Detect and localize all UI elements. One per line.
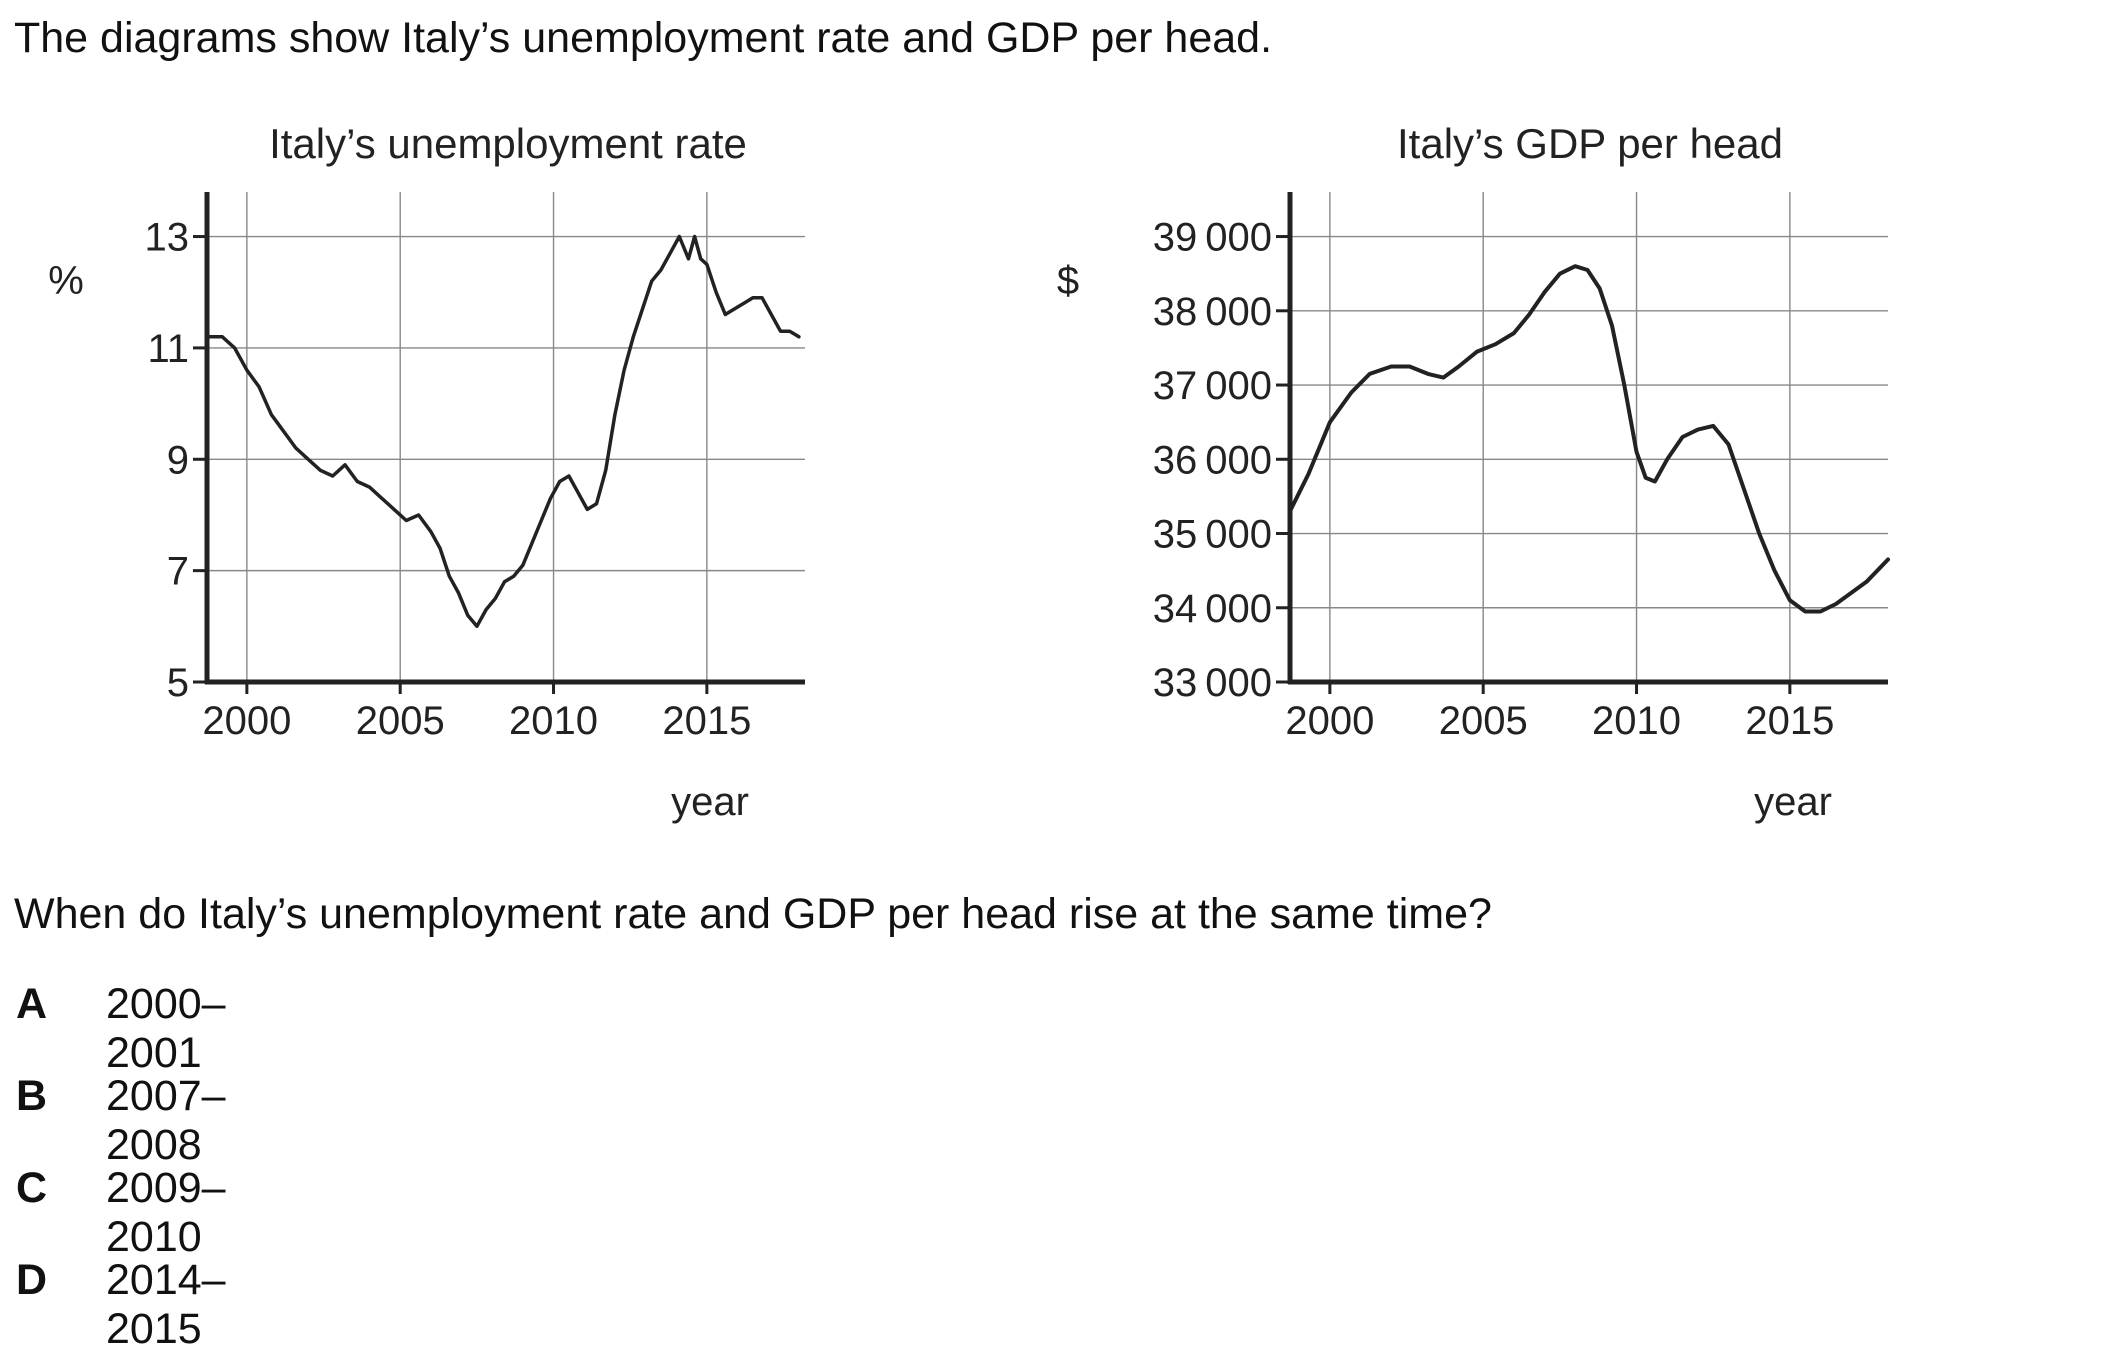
option-text: 2000–2001 <box>106 980 226 1077</box>
intro-text: The diagrams show Italy’s unemployment r… <box>14 14 1273 62</box>
y-tick-label: 5 <box>167 661 189 705</box>
y-axis-unit: $ <box>1057 259 1079 303</box>
y-tick-label: 11 <box>147 327 189 371</box>
unemployment-chart: 5 7 9 11 13 2000 2005 2010 2015 Italy’s unemploym… <box>48 120 805 824</box>
x-tick-label: 2005 <box>1439 699 1528 743</box>
option-letter: D <box>16 1256 48 1304</box>
y-tick-label: 37 000 <box>1153 364 1272 408</box>
x-tick-label: 2000 <box>1285 699 1374 743</box>
y-tick-label: 35 000 <box>1153 513 1272 557</box>
x-axis-label: year <box>671 780 749 824</box>
charts-canvas: 5 7 9 11 13 2000 2005 2010 2015 Italy’s unemploym… <box>48 120 1890 824</box>
y-tick-label: 9 <box>167 438 189 482</box>
x-tick-label: 2015 <box>1745 699 1834 743</box>
x-axis-label: year <box>1754 780 1832 824</box>
option-text: 2014–2015 <box>106 1256 226 1353</box>
option-letter: C <box>16 1164 48 1212</box>
x-tick-label: 2010 <box>1592 699 1681 743</box>
y-tick-label: 34 000 <box>1153 587 1272 631</box>
option-letter: A <box>16 980 48 1028</box>
y-tick-label: 13 <box>145 216 190 260</box>
gdp-chart: 33 000 34 000 35 000 36 000 37 000 38 000 39 0… <box>1057 120 1890 824</box>
y-axis-unit: % <box>48 259 84 303</box>
y-tick-label: 33 000 <box>1153 661 1272 705</box>
option-letter: B <box>16 1072 48 1120</box>
option-text: 2007–2008 <box>106 1072 226 1169</box>
series-line <box>1288 264 1890 614</box>
option-text: 2009–2010 <box>106 1164 226 1261</box>
x-tick-label: 2000 <box>202 699 291 743</box>
y-tick-label: 38 000 <box>1153 290 1272 334</box>
x-tick-label: 2005 <box>356 699 445 743</box>
chart-title: Italy’s GDP per head <box>1397 120 1783 167</box>
series-line <box>205 234 801 629</box>
chart-title: Italy’s unemployment rate <box>269 120 747 167</box>
y-tick-label: 36 000 <box>1153 438 1272 482</box>
question-text: When do Italy’s unemployment rate and GD… <box>14 890 1492 938</box>
x-tick-label: 2015 <box>662 699 751 743</box>
y-tick-label: 7 <box>167 550 189 594</box>
x-tick-label: 2010 <box>509 699 598 743</box>
y-tick-label: 39 000 <box>1153 216 1272 260</box>
